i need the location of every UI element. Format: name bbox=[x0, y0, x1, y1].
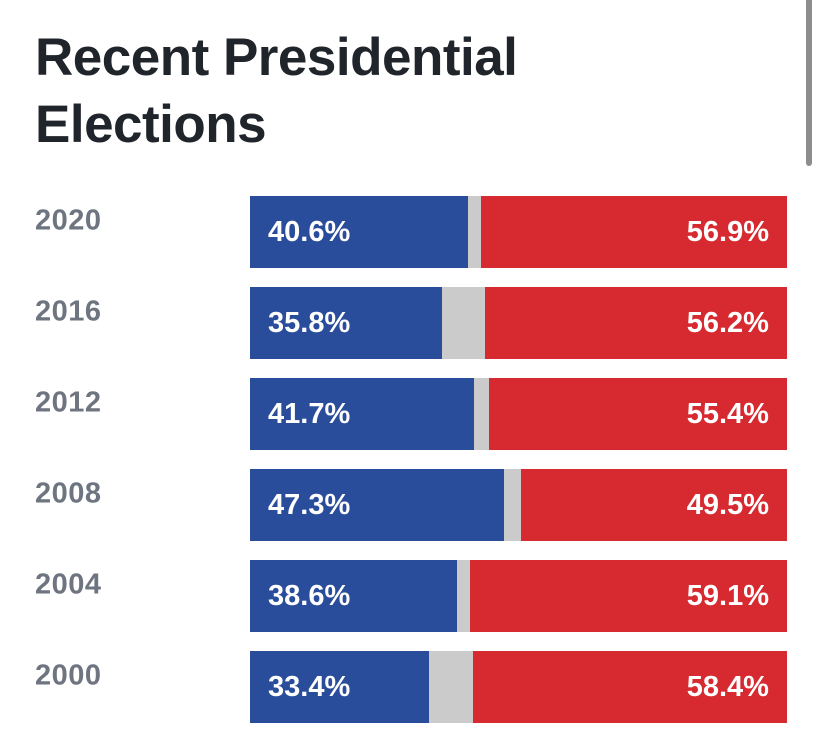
blue-value-label: 38.6% bbox=[268, 579, 351, 612]
red-segment: 58.4% bbox=[473, 651, 787, 723]
election-row: 2008 47.3% 49.5% bbox=[0, 469, 818, 541]
year-label: 2012 bbox=[35, 386, 102, 419]
gray-segment bbox=[473, 378, 490, 450]
blue-segment: 38.6% bbox=[250, 560, 458, 632]
page-title: Recent Presidential Elections bbox=[35, 28, 518, 154]
blue-segment: 33.4% bbox=[250, 651, 430, 723]
red-value-label: 59.1% bbox=[686, 579, 769, 612]
blue-segment: 47.3% bbox=[250, 469, 504, 541]
blue-segment: 35.8% bbox=[250, 287, 443, 359]
stacked-bar: 40.6% 56.9% bbox=[250, 196, 787, 268]
blue-value-label: 35.8% bbox=[268, 306, 351, 339]
red-segment: 56.2% bbox=[485, 287, 787, 359]
blue-value-label: 41.7% bbox=[268, 397, 351, 430]
scrollbar-thumb[interactable] bbox=[806, 0, 812, 166]
red-value-label: 56.2% bbox=[686, 306, 769, 339]
year-label: 2020 bbox=[35, 204, 102, 237]
year-label: 2016 bbox=[35, 295, 102, 328]
gray-segment bbox=[504, 469, 522, 541]
red-segment: 59.1% bbox=[469, 560, 787, 632]
stacked-bar: 33.4% 58.4% bbox=[250, 651, 787, 723]
red-value-label: 58.4% bbox=[686, 670, 769, 703]
election-row: 2020 40.6% 56.9% bbox=[0, 196, 818, 268]
stacked-bar: 38.6% 59.1% bbox=[250, 560, 787, 632]
election-row: 2012 41.7% 55.4% bbox=[0, 378, 818, 450]
red-segment: 49.5% bbox=[521, 469, 787, 541]
year-label: 2000 bbox=[35, 659, 102, 692]
elections-chart: 2020 40.6% 56.9% 2016 35.8% 56.2% 2012 bbox=[0, 196, 818, 742]
election-row: 2000 33.4% 58.4% bbox=[0, 651, 818, 723]
stacked-bar: 47.3% 49.5% bbox=[250, 469, 787, 541]
gray-segment bbox=[468, 196, 482, 268]
red-value-label: 55.4% bbox=[686, 397, 769, 430]
blue-value-label: 33.4% bbox=[268, 670, 351, 703]
election-row: 2004 38.6% 59.1% bbox=[0, 560, 818, 632]
gray-segment bbox=[429, 651, 474, 723]
gray-segment bbox=[442, 287, 486, 359]
blue-value-label: 47.3% bbox=[268, 488, 351, 521]
red-segment: 55.4% bbox=[489, 378, 787, 450]
year-label: 2008 bbox=[35, 477, 102, 510]
blue-segment: 40.6% bbox=[250, 196, 469, 268]
stacked-bar: 35.8% 56.2% bbox=[250, 287, 787, 359]
year-label: 2004 bbox=[35, 568, 102, 601]
red-value-label: 56.9% bbox=[686, 215, 769, 248]
red-value-label: 49.5% bbox=[686, 488, 769, 521]
red-segment: 56.9% bbox=[481, 196, 787, 268]
blue-value-label: 40.6% bbox=[268, 215, 351, 248]
blue-segment: 41.7% bbox=[250, 378, 474, 450]
gray-segment bbox=[457, 560, 470, 632]
election-row: 2016 35.8% 56.2% bbox=[0, 287, 818, 359]
stacked-bar: 41.7% 55.4% bbox=[250, 378, 787, 450]
